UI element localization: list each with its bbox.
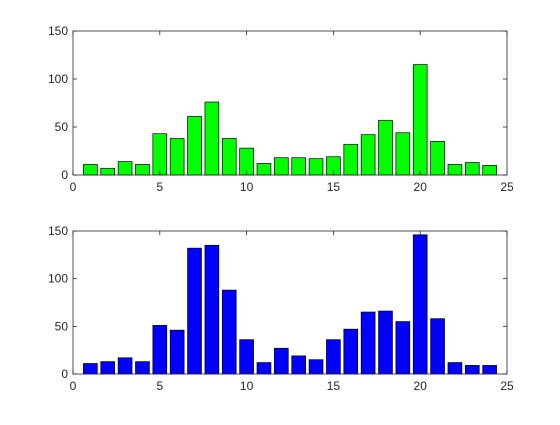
- bottom-bar-18: [378, 310, 393, 375]
- bottom-bar-15: [326, 339, 341, 375]
- top-bar-23: [464, 162, 480, 176]
- top-bar-11: [256, 163, 272, 176]
- bottom-bar-1: [83, 363, 98, 375]
- bottom-bar-3: [117, 357, 133, 375]
- bottom-bar-4: [135, 361, 150, 375]
- bottom-bar-16: [343, 328, 359, 375]
- top-bar-20: [412, 64, 428, 176]
- bottom-bar-22: [447, 362, 463, 375]
- bottom-bar-10: [239, 339, 254, 375]
- top-ytick-label: 150: [48, 24, 68, 38]
- top-bar-13: [291, 157, 306, 176]
- bottom-bar-17: [360, 311, 376, 375]
- top-bar-14: [308, 158, 324, 176]
- top-bar-7: [187, 116, 202, 176]
- bottom-xtick-label: 5: [156, 379, 163, 393]
- top-bar-4: [135, 164, 150, 176]
- bottom-bar-12: [274, 347, 289, 375]
- top-bar-10: [239, 147, 254, 176]
- top-bar-1: [83, 164, 98, 176]
- top-bar-17: [360, 134, 376, 176]
- top-bar-21: [430, 141, 445, 176]
- top-xtick-label: 20: [414, 180, 428, 194]
- bottom-bar-24: [482, 365, 497, 375]
- bottom-axes-box: [72, 230, 508, 375]
- bottom-bar-20: [412, 234, 428, 375]
- top-ytick-label: 100: [48, 72, 68, 86]
- bottom-bar-9: [221, 289, 237, 375]
- bottom-bar-7: [187, 247, 202, 375]
- top-bar-5: [152, 133, 168, 176]
- bottom-ytick-label: 50: [55, 319, 69, 333]
- top-axes-box: [72, 30, 508, 176]
- top-bar-24: [482, 165, 497, 176]
- bottom-ytick-label: 150: [48, 224, 68, 238]
- top-bar-3: [117, 161, 133, 176]
- top-xtick-label: 0: [70, 180, 77, 194]
- top-xtick-label: 15: [327, 180, 341, 194]
- bottom-bar-6: [169, 329, 185, 375]
- top-bar-6: [169, 138, 185, 176]
- top-bar-2: [100, 167, 116, 176]
- bottom-bar-13: [291, 355, 306, 375]
- bottom-xtick-label: 20: [414, 379, 428, 393]
- bottom-bar-chart: 0 5 10 15 20 25 0 50 100 150: [48, 224, 514, 393]
- top-bar-19: [395, 132, 411, 176]
- top-xtick-label: 5: [156, 180, 163, 194]
- top-ytick-label: 0: [61, 168, 68, 182]
- top-bar-16: [343, 143, 359, 176]
- top-ytick-label: 50: [55, 120, 69, 134]
- top-xtick-label: 10: [240, 180, 254, 194]
- top-xtick-label: 25: [500, 180, 514, 194]
- bottom-bar-21: [430, 318, 445, 375]
- top-bar-chart: 0 5 10 15 20 25 0 50 100 150: [48, 24, 514, 194]
- bottom-bar-8: [204, 244, 220, 375]
- bottom-ytick-label: 100: [48, 272, 68, 286]
- bottom-bar-5: [152, 325, 168, 375]
- bottom-xtick-label: 0: [70, 379, 77, 393]
- bottom-xtick-label: 15: [327, 379, 341, 393]
- bottom-bar-23: [464, 365, 480, 375]
- top-bar-9: [221, 138, 237, 176]
- bottom-xtick-label: 10: [240, 379, 254, 393]
- top-bar-12: [274, 157, 289, 176]
- bottom-xtick-label: 25: [500, 379, 514, 393]
- top-bar-22: [447, 164, 463, 176]
- bottom-bar-14: [308, 359, 324, 375]
- bottom-bar-11: [256, 362, 272, 375]
- bottom-bar-2: [100, 361, 116, 375]
- bottom-bar-19: [395, 321, 411, 375]
- top-bar-8: [204, 101, 220, 176]
- top-bar-18: [378, 119, 393, 176]
- bottom-ytick-label: 0: [61, 367, 68, 381]
